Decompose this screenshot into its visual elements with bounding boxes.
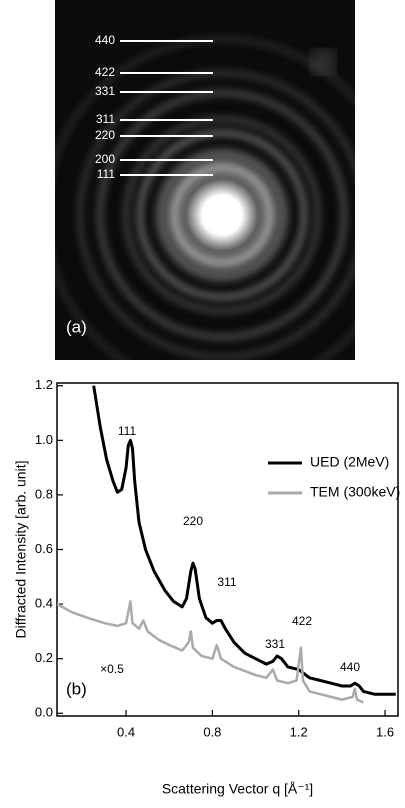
legend-label: UED (2MeV) [310, 454, 389, 470]
y-tick-label: 0.4 [35, 596, 53, 611]
chart: 0.0 0.2 0.4 0.6 0.8 1.0 1.2 0.4 0.8 1.2 1.6 Scatter… [13, 377, 401, 797]
ring-label: 440 [95, 33, 115, 47]
x-tick-label: 1.2 [290, 724, 308, 739]
series-line [92, 385, 396, 696]
peak-annotation: 111 [118, 424, 137, 438]
y-tick-label: 0.8 [35, 486, 53, 501]
peak-annotation: 440 [340, 660, 360, 674]
legend-label: TEM (300keV) [310, 484, 400, 500]
series-line [57, 600, 364, 704]
ring-label: 220 [95, 128, 115, 142]
panel-label: (b) [66, 679, 87, 698]
ring-label: 311 [96, 112, 115, 126]
y-tick-label: 0.2 [35, 650, 53, 665]
peak-annotation: 422 [292, 614, 312, 628]
peak-annotation: 220 [183, 514, 203, 528]
ring-label: 331 [95, 84, 115, 98]
diffraction-image [55, 0, 355, 360]
y-tick-label: 1.2 [35, 377, 53, 392]
peak-annotation: 311 [217, 575, 236, 589]
x-tick-label: 0.8 [203, 724, 221, 739]
y-tick-label: 1.0 [35, 432, 53, 447]
y-axis-label: Diffracted Intensity [arb. unit] [13, 461, 29, 639]
peak-annotation: 331 [265, 637, 285, 651]
ring-label: 200 [95, 152, 115, 166]
ring-label: 111 [97, 167, 116, 181]
x-tick-label: 0.4 [117, 724, 135, 739]
ring-label: 422 [95, 65, 115, 79]
x-tick-label: 1.6 [376, 724, 394, 739]
y-tick-label: 0.0 [35, 705, 53, 720]
panel-label: (a) [66, 317, 87, 336]
y-tick-label: 0.6 [35, 541, 53, 556]
x-axis-label: Scattering Vector q [Å⁻¹] [162, 781, 313, 797]
peak-annotation: ×0.5 [100, 662, 124, 676]
